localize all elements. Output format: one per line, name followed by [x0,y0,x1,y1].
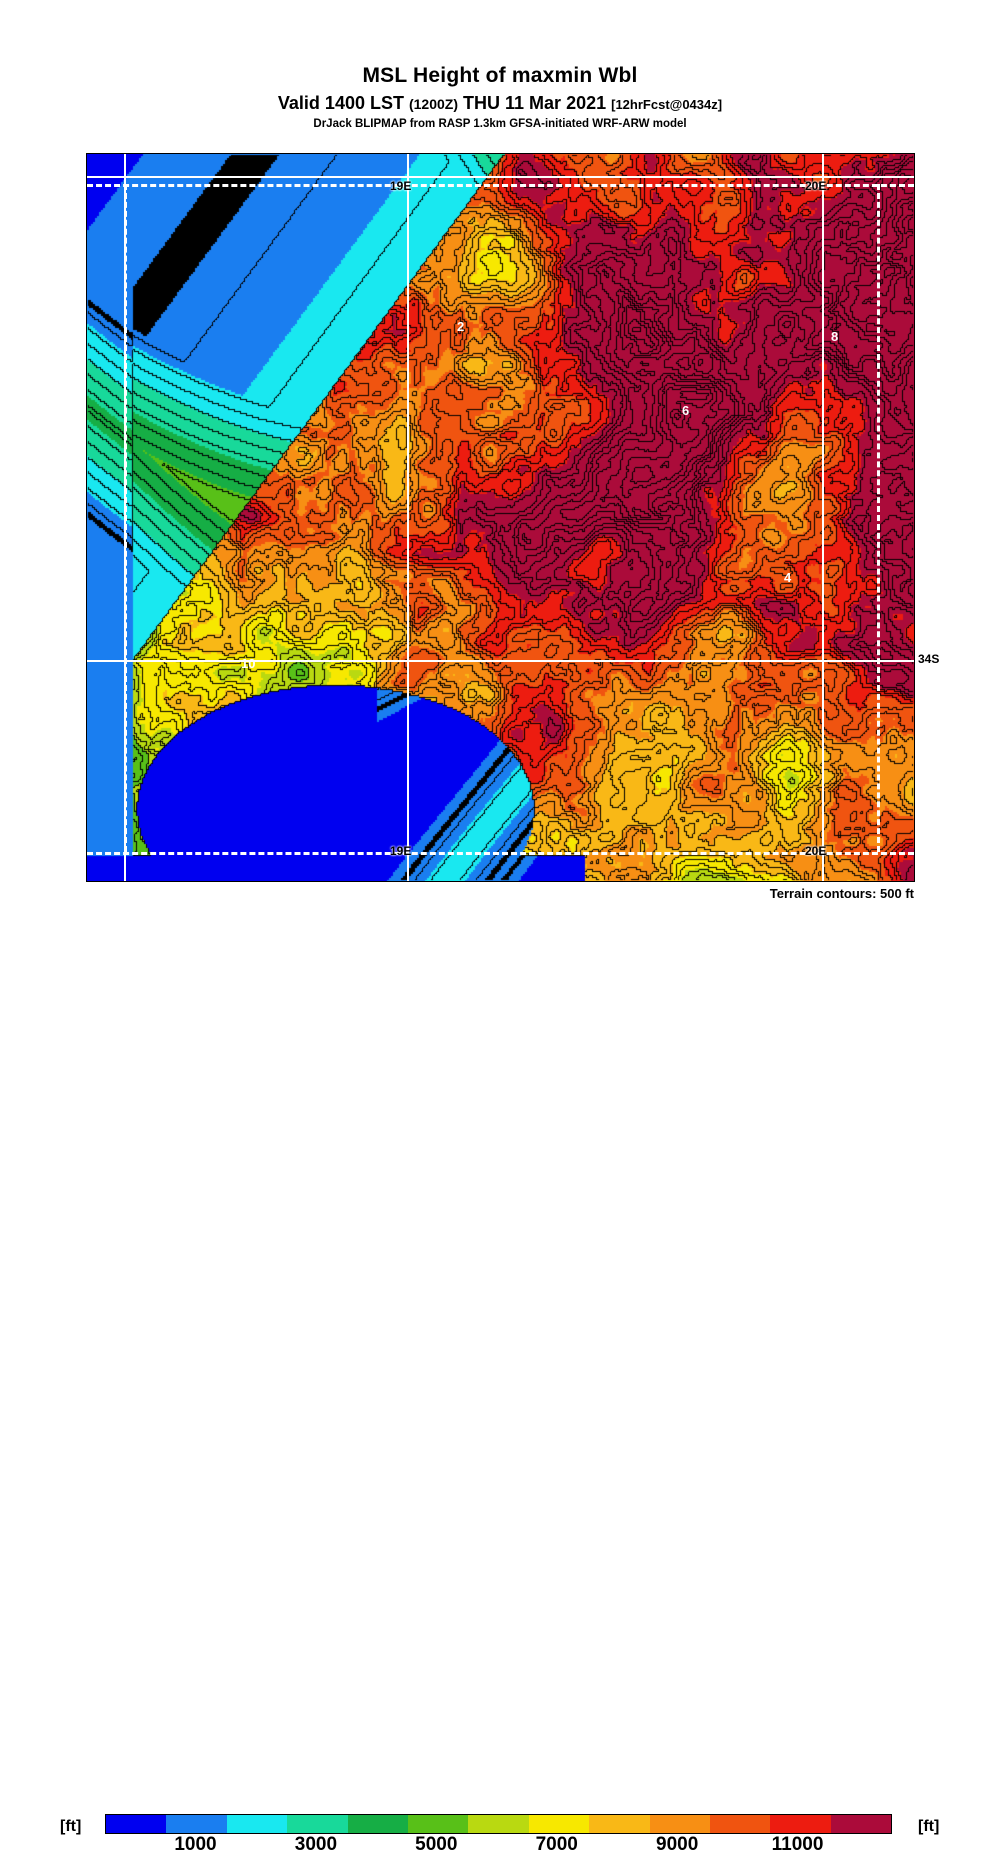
colorbar-unit-right: [ft] [918,1818,940,1835]
valid-time-line: Valid 1400 LST (1200Z) THU 11 Mar 2021 [… [0,93,1000,114]
colorbar-tick-3000: 3000 [294,1834,338,1855]
colorbar-swatch-3 [287,1815,348,1833]
domain-boundary-h-1 [87,852,914,855]
gridline-vertical-3 [914,154,915,881]
colorbar-swatch-1 [166,1815,227,1833]
colorbar-swatch-11 [770,1815,831,1833]
colorbar-tick-9000: 9000 [656,1834,699,1855]
forecast-map[interactable]: 19E 20E 19E 20E 2 8 6 4 10 [86,153,915,882]
station-label-8: 8 [831,329,839,344]
title-block: MSL Height of maxmin Wbl Valid 1400 LST … [0,0,1000,130]
valid-time-prefix: Valid 1400 LST [277,93,404,113]
latitude-label-right: 34S [918,652,940,666]
terrain-contour-note: Terrain contours: 500 ft [769,886,914,901]
colorbar-tick-1000: 1000 [174,1834,217,1855]
domain-boundary-v-1 [877,184,880,852]
colorbar-swatch-10 [709,1815,771,1833]
colorbar-swatch-7 [528,1815,590,1833]
colorbar-swatch-8 [589,1815,650,1833]
colorbar-swatch-9 [649,1815,710,1833]
page-title: MSL Height of maxmin Wbl [362,64,638,87]
longitude-label-3: 20E [805,844,827,858]
colorbar-swatch-0 [106,1815,167,1833]
station-label-4: 4 [784,570,792,585]
gridline-horizontal-1 [87,660,914,662]
colorbar-section: [ft] 1000 3000 5000 7000 9000 11000 [ft] [0,906,1000,1855]
longitude-label-0: 19E [390,179,412,193]
colorbar-tick-11000: 11000 [771,1834,824,1855]
colorbar-swatch-2 [226,1815,288,1833]
colorbar-swatch-4 [347,1815,408,1833]
domain-boundary-h-0 [87,184,914,187]
gridline-vertical-2 [822,154,824,881]
colorbar-swatch-5 [407,1815,469,1833]
colorbar-scale[interactable] [105,1814,892,1834]
colorbar-tick-labels: 1000 3000 5000 7000 9000 11000 [105,1834,892,1860]
gridline-horizontal-0 [87,176,914,178]
longitude-label-2: 19E [390,844,412,858]
colorbar-swatch-6 [468,1815,529,1833]
station-label-6: 6 [682,403,690,418]
valid-date: THU 11 Mar 2021 [463,93,607,113]
valid-time-zulu: (1200Z) [408,96,459,112]
forecast-tag: [12hrFcst@0434z] [611,97,723,112]
domain-boundary-v-0 [124,184,127,852]
colorbar-tick-7000: 7000 [535,1834,578,1855]
longitude-label-1: 20E [805,179,827,193]
station-label-2: 2 [457,319,465,334]
station-label-10: 10 [241,656,256,671]
colorbar-swatch-12 [830,1815,892,1833]
model-source-line: DrJack BLIPMAP from RASP 1.3km GFSA-init… [313,118,687,130]
colorbar-unit-left: [ft] [60,1818,82,1835]
map-raster [87,154,914,881]
colorbar-tick-5000: 5000 [415,1834,458,1855]
gridline-vertical-1 [407,154,409,881]
